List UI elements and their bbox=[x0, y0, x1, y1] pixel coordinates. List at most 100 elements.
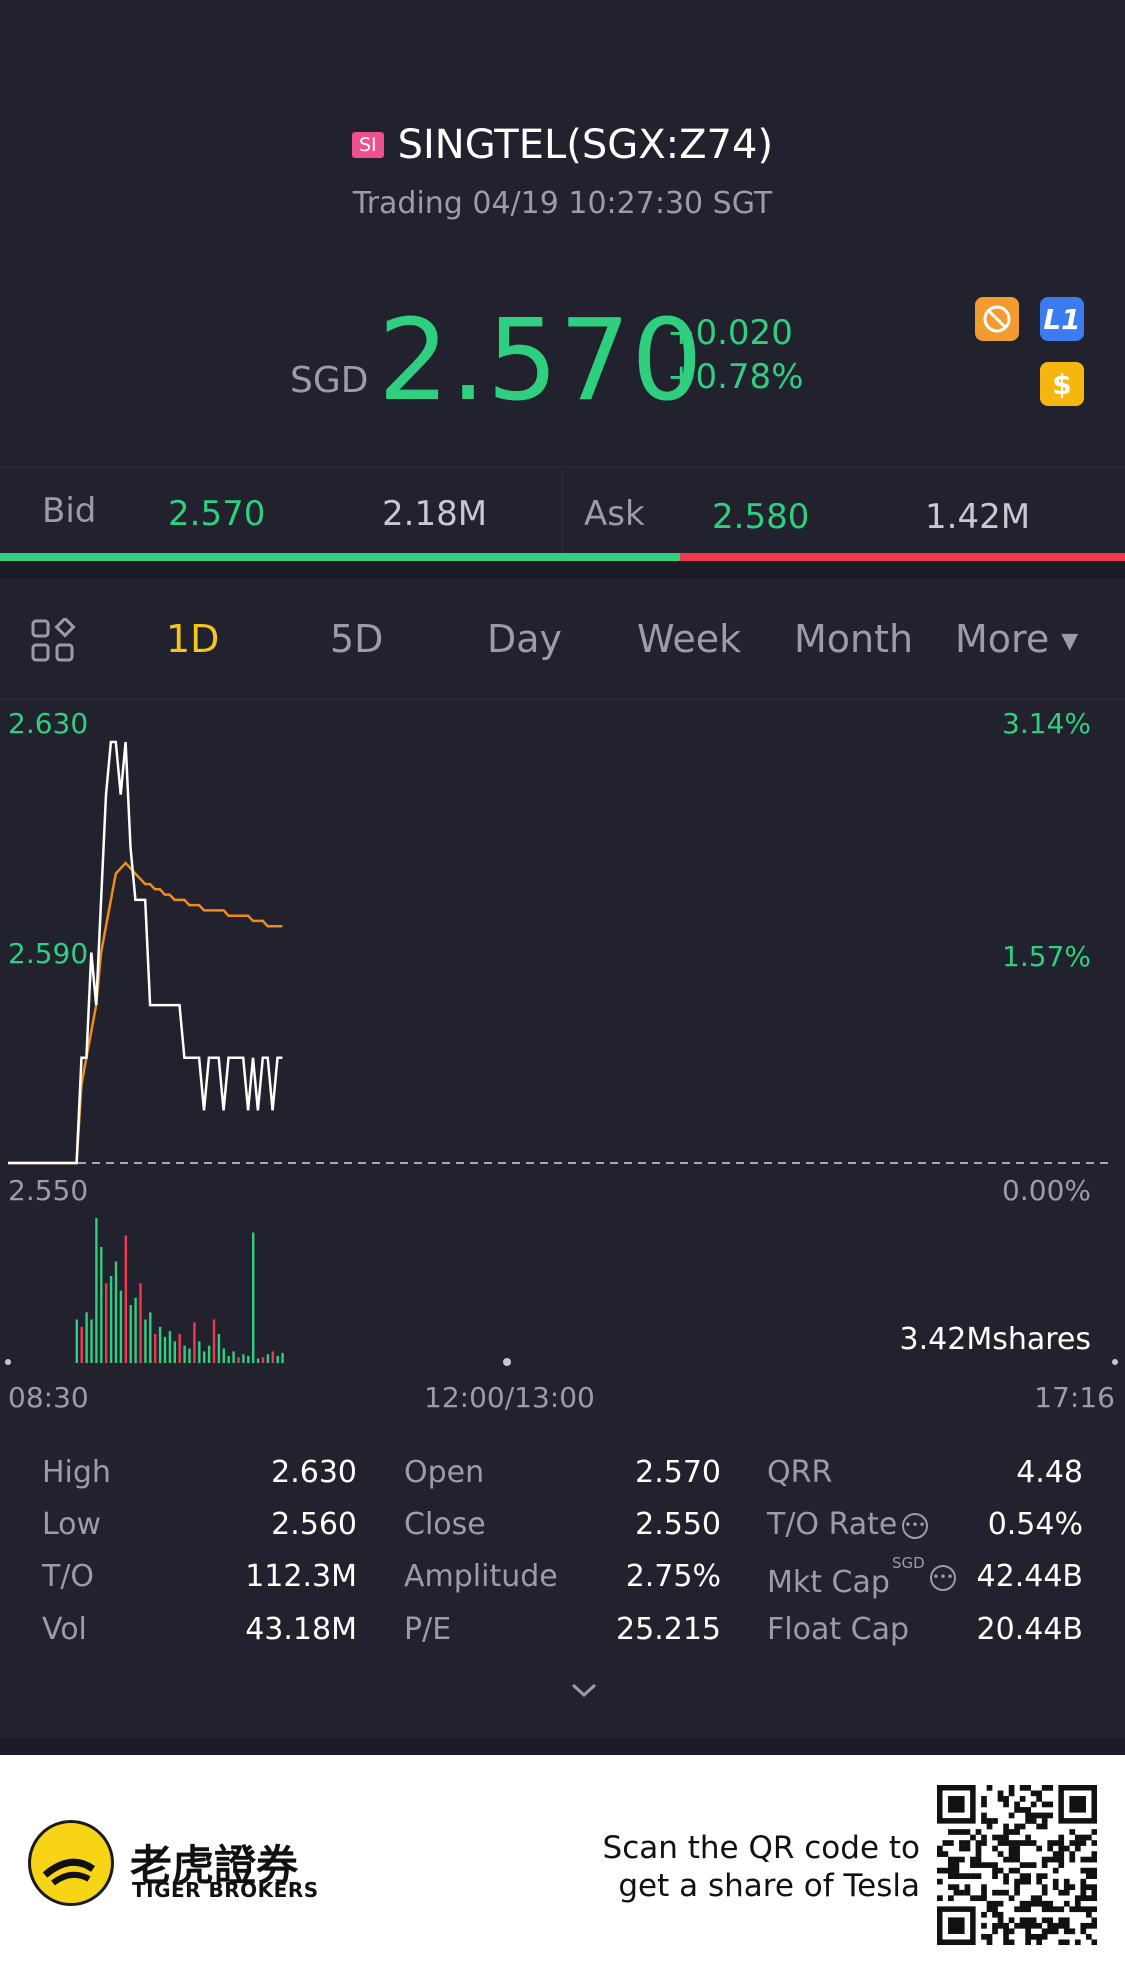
qr-module bbox=[992, 1906, 998, 1913]
section-separator bbox=[0, 561, 1125, 579]
price-change: +0.020 bbox=[667, 313, 793, 353]
tab-1d[interactable]: 1D bbox=[166, 617, 220, 661]
qr-module bbox=[953, 1856, 960, 1863]
qr-module bbox=[948, 1840, 954, 1846]
tiger-logo bbox=[28, 1820, 114, 1906]
tab-day[interactable]: Day bbox=[487, 617, 563, 661]
layout-grid-icon[interactable] bbox=[30, 616, 76, 664]
qr-module bbox=[981, 1911, 987, 1918]
qr-module bbox=[1014, 1851, 1020, 1857]
qr-module bbox=[1058, 1889, 1065, 1896]
qr-module bbox=[1025, 1922, 1031, 1929]
qr-module bbox=[975, 1873, 982, 1879]
qr-module bbox=[1019, 1878, 1026, 1885]
more-info-icon[interactable]: ••• bbox=[902, 1513, 928, 1539]
qr-module bbox=[1080, 1906, 1087, 1913]
more-info-icon[interactable]: ••• bbox=[930, 1565, 956, 1591]
qr-module bbox=[981, 1812, 987, 1819]
qr-module bbox=[975, 1840, 982, 1846]
qr-module bbox=[1041, 1818, 1048, 1824]
qr-module bbox=[986, 1785, 993, 1791]
qr-module bbox=[1003, 1834, 1009, 1841]
trading-status: Trading 04/19 10:27:30 SGT bbox=[352, 186, 773, 221]
dollar-icon[interactable]: $ bbox=[1040, 362, 1084, 406]
qr-module bbox=[1058, 1856, 1065, 1863]
qr-module bbox=[1063, 1878, 1070, 1885]
qr-module bbox=[1030, 1917, 1037, 1924]
volume-bar bbox=[75, 1319, 78, 1363]
qr-module bbox=[1008, 1851, 1015, 1857]
stat-label-qrr: QRR bbox=[767, 1455, 833, 1490]
volume-total: 3.42Mshares bbox=[899, 1322, 1091, 1357]
qr-module bbox=[1041, 1906, 1048, 1913]
qr-module bbox=[1019, 1840, 1026, 1846]
qr-module bbox=[992, 1928, 998, 1935]
qr-module bbox=[1074, 1939, 1081, 1946]
qr-module bbox=[1063, 1922, 1070, 1929]
volume-bar bbox=[134, 1297, 137, 1364]
qr-module bbox=[942, 1867, 949, 1874]
qr-code-image bbox=[937, 1785, 1098, 1946]
qr-module bbox=[1080, 1856, 1087, 1863]
stat-label-close: Close bbox=[404, 1507, 486, 1542]
qr-module bbox=[970, 1873, 976, 1879]
qr-module bbox=[1036, 1933, 1043, 1940]
y-axis-mid: 2.590 bbox=[8, 937, 89, 970]
qr-module bbox=[992, 1834, 998, 1841]
qr-module bbox=[970, 1856, 976, 1863]
qr-module bbox=[986, 1823, 993, 1830]
stat-value-mkt-cap: 42.44B bbox=[976, 1559, 1083, 1594]
qr-module bbox=[1019, 1823, 1026, 1830]
tab-more[interactable]: More ▼ bbox=[955, 617, 1078, 661]
qr-module bbox=[1008, 1829, 1015, 1835]
qr-module bbox=[964, 1873, 971, 1879]
qr-module bbox=[1036, 1796, 1043, 1802]
qr-module bbox=[1019, 1900, 1026, 1907]
stat-value-open: 2.570 bbox=[635, 1455, 721, 1490]
qr-module bbox=[1036, 1878, 1043, 1885]
qr-module bbox=[981, 1862, 987, 1868]
qr-module bbox=[1036, 1873, 1043, 1879]
tiger-logo-glyph bbox=[42, 1858, 96, 1886]
volume-bar bbox=[256, 1358, 260, 1363]
qr-code[interactable] bbox=[937, 1785, 1098, 1946]
tab-5d[interactable]: 5D bbox=[330, 617, 384, 661]
market-badge: SI bbox=[351, 132, 384, 158]
qr-module bbox=[997, 1917, 1004, 1924]
price-change-percent: +0.78% bbox=[667, 357, 804, 397]
qr-module bbox=[1091, 1917, 1098, 1924]
qr-module bbox=[959, 1856, 965, 1863]
no-short-icon[interactable] bbox=[975, 297, 1019, 341]
chevron-down-icon[interactable] bbox=[567, 1678, 601, 1702]
qr-module bbox=[1003, 1823, 1009, 1830]
stat-label-turnover: T/O bbox=[42, 1559, 95, 1594]
qr-module bbox=[1036, 1895, 1043, 1902]
tabs-border bbox=[0, 698, 1125, 699]
volume-bar bbox=[168, 1331, 172, 1363]
qr-module bbox=[981, 1922, 987, 1929]
qr-module bbox=[992, 1862, 998, 1868]
qr-module bbox=[1063, 1889, 1070, 1896]
volume-bar bbox=[109, 1276, 113, 1363]
qr-module bbox=[1025, 1834, 1031, 1841]
volume-bar bbox=[212, 1319, 216, 1363]
qr-module bbox=[1025, 1917, 1031, 1924]
tab-month[interactable]: Month bbox=[794, 617, 914, 661]
qr-module bbox=[1069, 1829, 1076, 1835]
intraday-chart[interactable] bbox=[0, 700, 1125, 1380]
qr-module bbox=[1080, 1878, 1087, 1885]
qr-module bbox=[1074, 1900, 1081, 1907]
qr-module bbox=[1019, 1807, 1026, 1813]
qr-module bbox=[1091, 1840, 1098, 1846]
stock-title[interactable]: SINGTEL(SGX:Z74) bbox=[397, 122, 774, 168]
qr-module bbox=[1091, 1939, 1098, 1946]
qr-module bbox=[1058, 1834, 1065, 1841]
qr-module bbox=[1014, 1878, 1020, 1885]
qr-module bbox=[1069, 1928, 1076, 1935]
volume-bar bbox=[139, 1283, 142, 1364]
last-price: 2.570 bbox=[378, 296, 704, 426]
qr-module bbox=[1036, 1823, 1043, 1830]
tab-week[interactable]: Week bbox=[637, 617, 742, 661]
qr-module bbox=[1019, 1873, 1026, 1879]
level1-icon[interactable]: L1 bbox=[1040, 297, 1084, 341]
